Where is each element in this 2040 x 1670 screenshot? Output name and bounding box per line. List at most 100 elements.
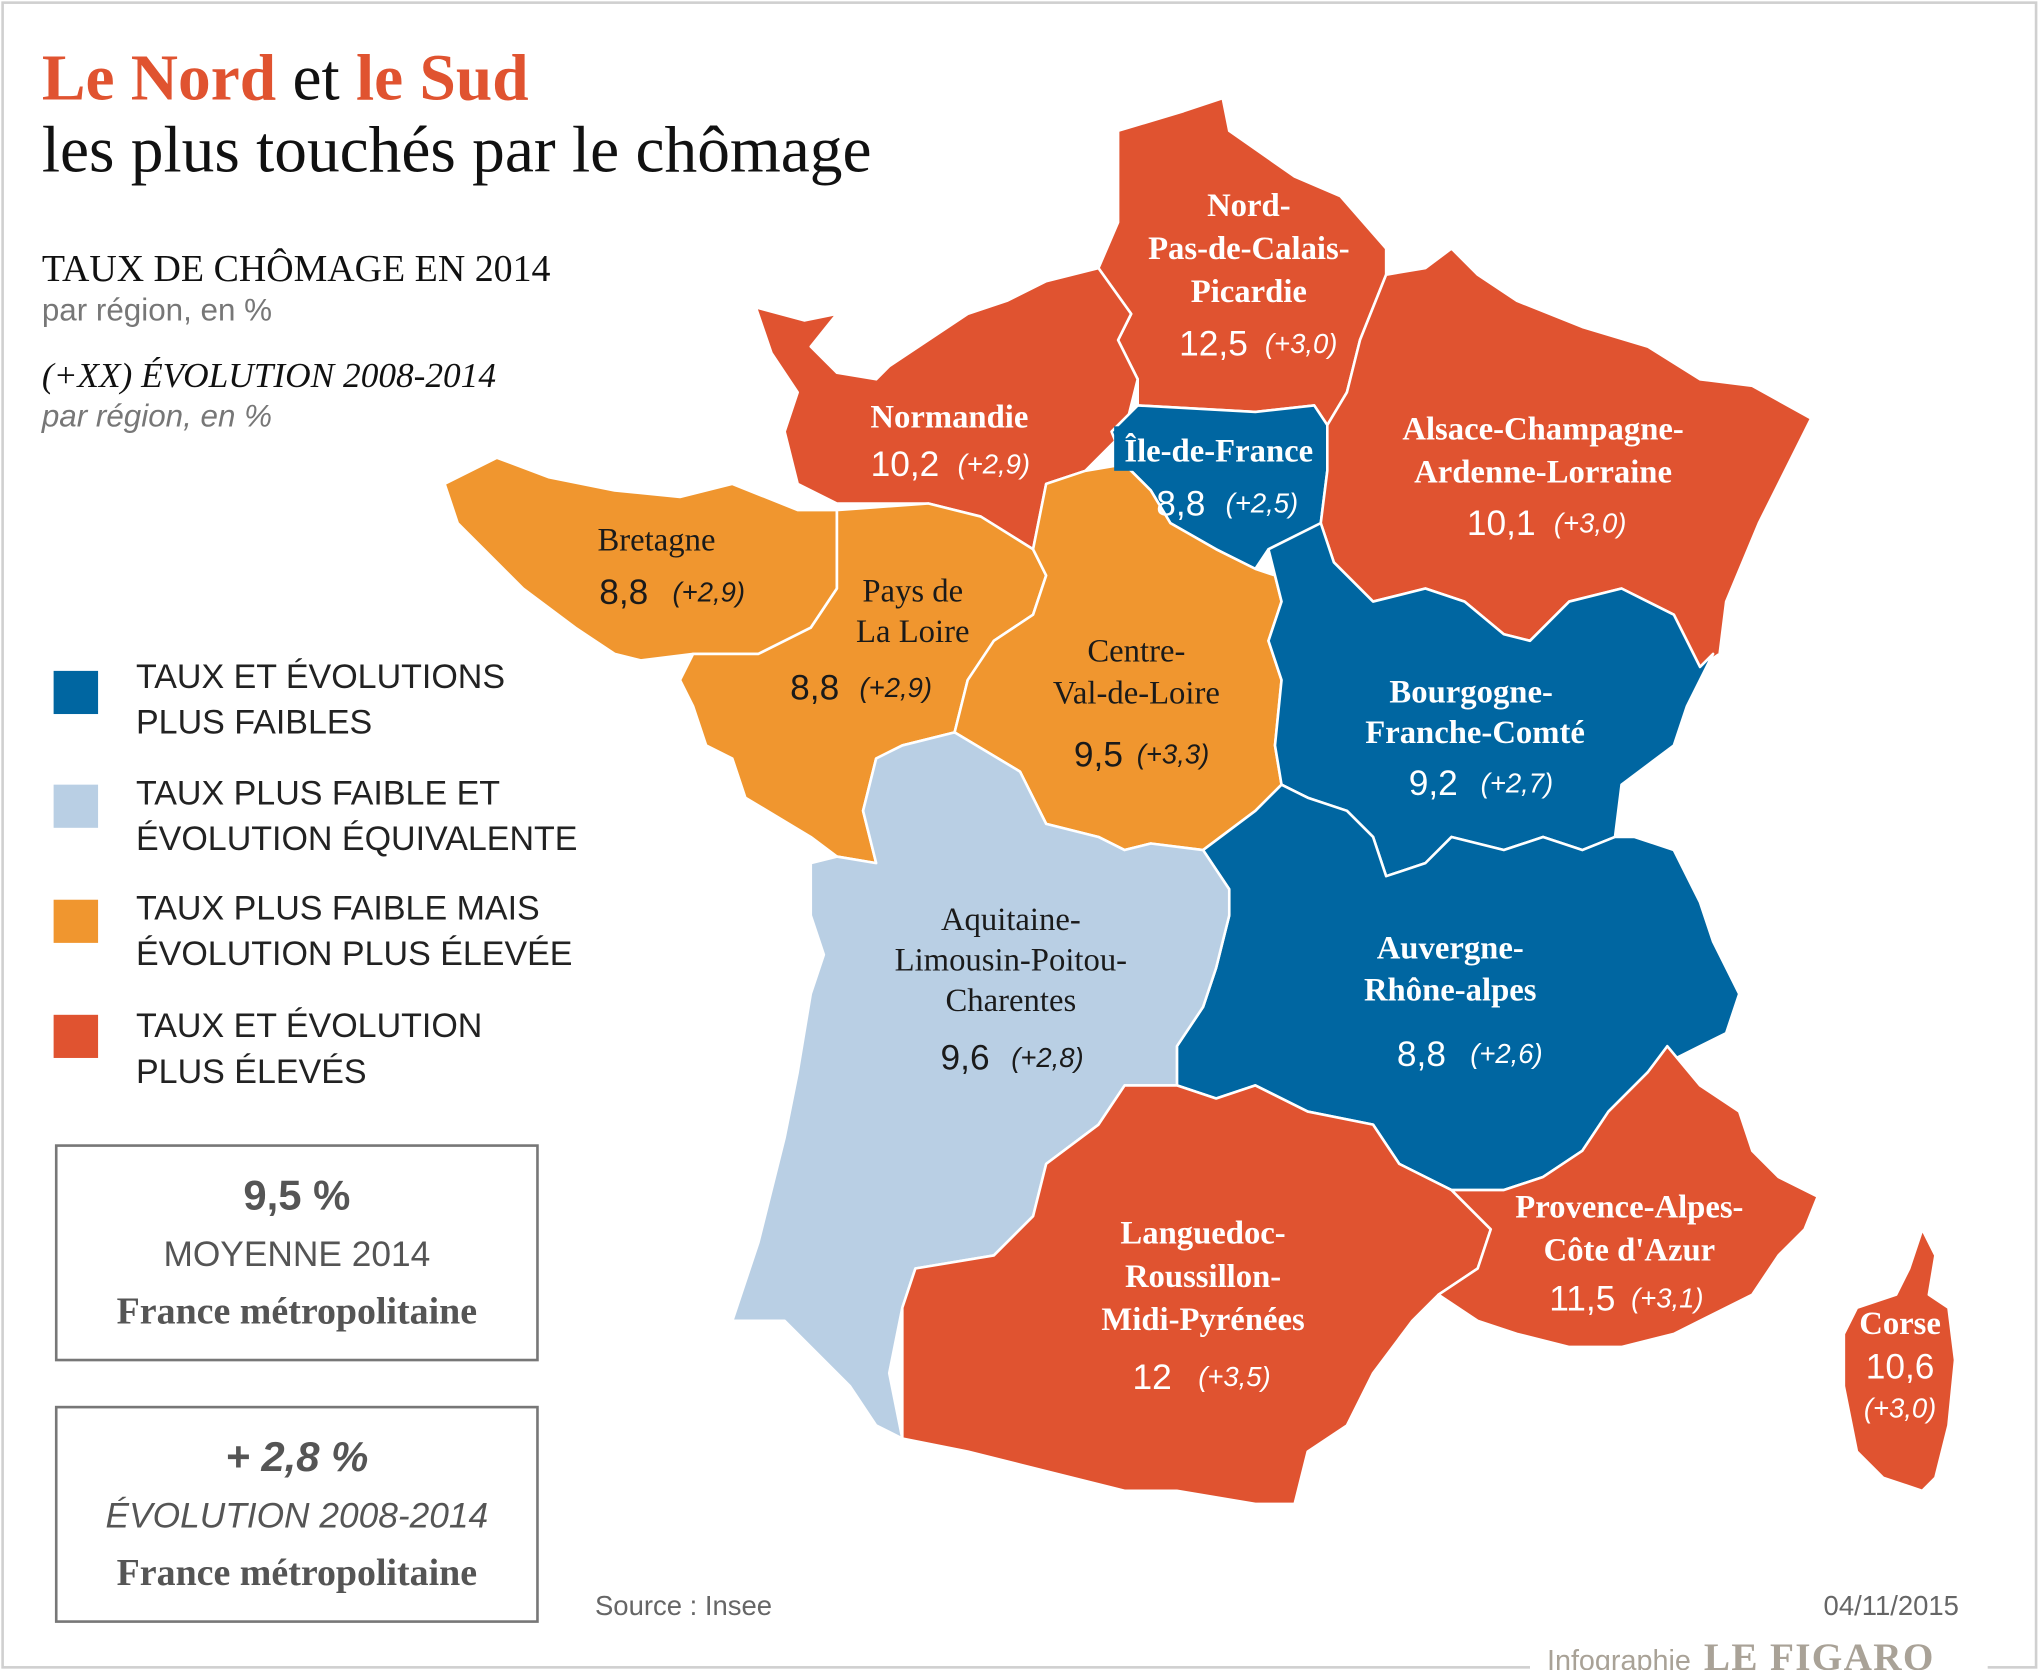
region-label-text: Charentes — [945, 983, 1076, 1019]
region-label-text: 8,8 — [599, 573, 648, 612]
region-label-text: (+3,0) — [1554, 507, 1626, 538]
region-label-text: Midi-Pyrénées — [1101, 1302, 1304, 1338]
region-label-text: Franche-Comté — [1365, 715, 1585, 751]
average-label: MOYENNE 2014 — [163, 1235, 430, 1274]
region-label-text: 11,5 — [1549, 1279, 1615, 1318]
legend-label: TAUX PLUS FAIBLE MAIS — [136, 889, 540, 927]
region-label-text: Corse — [1859, 1306, 1941, 1342]
label-ara: Auvergne- Rhône-alpes 8,8 (+2,6) — [1364, 931, 1543, 1074]
evolution-scope: France métropolitaine — [117, 1552, 477, 1594]
average-box: 9,5 % MOYENNE 2014 France métropolitaine — [54, 1144, 539, 1362]
publication-date: 04/11/2015 — [1824, 1590, 1959, 1621]
region-label-text: (+2,5) — [1226, 488, 1298, 519]
region-label-text: Picardie — [1191, 274, 1307, 310]
region-label-text: 8,8 — [1156, 484, 1205, 523]
label-nord: Nord- Pas-de-Calais- Picardie 12,5 (+3,0… — [1148, 188, 1350, 364]
region-corse[interactable] — [1842, 1227, 1957, 1493]
legend-swatch-orange — [53, 899, 99, 943]
region-label-text: 9,2 — [1409, 764, 1458, 803]
evolution-box: + 2,8 % ÉVOLUTION 2008-2014 France métro… — [54, 1405, 539, 1623]
region-label-text: 8,8 — [1397, 1035, 1446, 1074]
region-label-text: 9,5 — [1074, 735, 1123, 774]
idf-label-bg — [1114, 426, 1326, 471]
region-label-text: Bourgogne- — [1389, 674, 1552, 710]
label-idf: Île-de-France 8,8 (+2,5) — [1124, 432, 1313, 524]
region-label-text: Val-de-Loire — [1053, 676, 1220, 712]
credit-label: Infographie — [1547, 1645, 1691, 1670]
title-nord: Le Nord — [42, 42, 276, 114]
region-label-text: (+2,8) — [1011, 1042, 1083, 1073]
legend-label: PLUS ÉLEVÉS — [136, 1053, 367, 1091]
region-label-text: (+3,1) — [1631, 1283, 1703, 1314]
region-label-text: Pas-de-Calais- — [1148, 231, 1350, 267]
region-label-text: Auvergne- — [1377, 931, 1524, 967]
region-label-text: Bretagne — [597, 523, 715, 559]
legend-label: ÉVOLUTION ÉQUIVALENTE — [136, 820, 577, 858]
label-aquitaine: Aquitaine- Limousin-Poitou- Charentes 9,… — [895, 902, 1127, 1078]
page-title-line2: les plus touchés par le chômage — [42, 114, 872, 186]
region-label-text: 10,6 — [1866, 1347, 1935, 1386]
region-label-text: (+3,0) — [1265, 328, 1337, 359]
rate-subheading: par région, en % — [42, 292, 272, 327]
label-centre: Centre- Val-de-Loire 9,5 (+3,3) — [1053, 634, 1220, 775]
legend-label: TAUX ET ÉVOLUTION — [136, 1007, 482, 1045]
legend-label: TAUX ET ÉVOLUTIONS — [136, 658, 505, 696]
legend-label: PLUS FAIBLES — [136, 704, 372, 742]
region-languedoc-roussillon-midi-pyrenees[interactable] — [901, 1084, 1493, 1506]
region-label-text: 10,2 — [871, 445, 940, 484]
le-figaro-logo: LE FIGARO — [1704, 1636, 1935, 1670]
label-bretagne: Bretagne 8,8 (+2,9) — [597, 523, 745, 613]
legend-label: ÉVOLUTION PLUS ÉLEVÉE — [136, 935, 573, 973]
france-map — [443, 96, 1957, 1506]
region-normandie[interactable] — [754, 266, 1139, 551]
region-label-text: Pays de — [862, 574, 963, 610]
region-label-text: La Loire — [856, 614, 969, 650]
region-label-text: 12,5 — [1179, 325, 1248, 364]
title-et: et — [276, 42, 356, 114]
label-bourgogne: Bourgogne- Franche-Comté 9,2 (+2,7) — [1365, 674, 1585, 803]
region-label-text: 10,1 — [1467, 504, 1536, 543]
frame-gap — [1530, 1650, 1988, 1670]
region-label-text: (+2,6) — [1470, 1038, 1542, 1069]
page-title: Le Nord et le Sud — [42, 42, 529, 114]
label-corse: Corse 10,6 (+3,0) — [1859, 1306, 1941, 1424]
region-label-text: Alsace-Champagne- — [1402, 411, 1683, 447]
label-paca: Provence-Alpes- Côte d'Azur 11,5 (+3,1) — [1515, 1190, 1743, 1319]
region-provence-alpes-cote-azur[interactable] — [1437, 1044, 1819, 1349]
region-label-text: (+2,9) — [958, 448, 1030, 479]
label-pays-de-la-loire: Pays de La Loire 8,8 (+2,9) — [790, 574, 969, 708]
source-note: Source : Insee — [595, 1590, 772, 1621]
label-normandie: Normandie 10,2 (+2,9) — [870, 400, 1030, 484]
region-label-text: Provence-Alpes- — [1515, 1190, 1743, 1226]
region-label-text: (+3,3) — [1137, 739, 1209, 770]
legend-swatch-lightblue — [53, 784, 99, 828]
region-label-text: Roussillon- — [1125, 1259, 1281, 1295]
region-label-text: Île-de-France — [1124, 432, 1313, 470]
region-label-text: Limousin-Poitou- — [895, 942, 1127, 978]
region-label-text: (+2,9) — [673, 577, 745, 608]
evolution-label: ÉVOLUTION 2008-2014 — [106, 1496, 489, 1535]
region-label-text: Ardenne-Lorraine — [1414, 455, 1672, 491]
region-label-text: Nord- — [1207, 188, 1291, 224]
label-lrmp: Languedoc- Roussillon- Midi-Pyrénées 12 … — [1101, 1216, 1304, 1397]
evolution-heading: (+XX) ÉVOLUTION 2008-2014 — [42, 356, 496, 395]
rate-heading: TAUX DE CHÔMAGE EN 2014 — [42, 248, 551, 290]
legend-label: TAUX PLUS FAIBLE ET — [136, 774, 500, 812]
region-label-text: (+3,5) — [1198, 1361, 1270, 1392]
region-label-text: Centre- — [1087, 634, 1185, 670]
region-label-text: 9,6 — [941, 1039, 990, 1078]
region-bretagne[interactable] — [443, 456, 839, 662]
region-label-text: Côte d'Azur — [1544, 1233, 1716, 1269]
region-labels: Nord- Pas-de-Calais- Picardie 12,5 (+3,0… — [597, 188, 1940, 1424]
region-label-text: 8,8 — [790, 669, 839, 708]
region-label-text: Rhône-alpes — [1364, 972, 1537, 1008]
label-alsace: Alsace-Champagne- Ardenne-Lorraine 10,1 … — [1402, 411, 1683, 542]
evolution-value: + 2,8 % — [225, 1433, 368, 1480]
average-scope: France métropolitaine — [117, 1290, 477, 1332]
legend: TAUX ET ÉVOLUTIONS PLUS FAIBLES TAUX PLU… — [53, 658, 577, 1091]
region-label-text: 12 — [1132, 1358, 1171, 1397]
region-label-text: (+2,9) — [860, 672, 932, 703]
